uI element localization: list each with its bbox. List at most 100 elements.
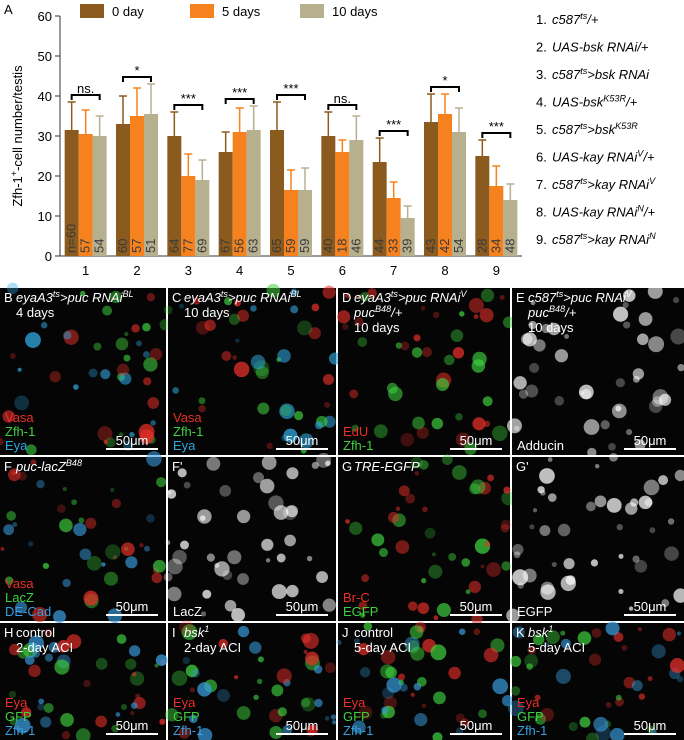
cell <box>540 581 554 595</box>
cell <box>85 517 97 529</box>
cell <box>420 305 426 311</box>
significance-bracket <box>430 86 460 92</box>
cell <box>277 349 291 363</box>
cell <box>49 371 61 383</box>
cell <box>14 395 30 411</box>
stain-label: LacZ <box>173 604 202 619</box>
cell <box>324 662 336 674</box>
n-label: 67 <box>218 239 233 253</box>
cell <box>177 468 187 478</box>
cell <box>191 668 200 678</box>
cell <box>395 540 410 554</box>
cell <box>30 459 37 466</box>
cell <box>353 638 360 645</box>
text-part: >bsk <box>587 122 616 137</box>
bar <box>181 176 196 256</box>
bar <box>218 152 233 256</box>
cell <box>545 630 560 645</box>
cell <box>468 297 484 313</box>
cell <box>206 456 221 471</box>
n-label: 65 <box>269 239 284 253</box>
cell <box>316 571 329 584</box>
cell <box>432 732 443 740</box>
cell <box>197 509 212 524</box>
cell <box>322 598 336 612</box>
superscript: ts <box>580 66 588 76</box>
cell <box>172 549 187 565</box>
cell <box>422 506 428 513</box>
cell <box>95 715 108 728</box>
cell <box>62 487 67 492</box>
cell <box>486 562 501 577</box>
cell <box>103 439 108 445</box>
image-background <box>512 457 684 621</box>
scale-label: 50μm <box>116 718 149 733</box>
cell <box>664 546 679 561</box>
cell <box>300 697 311 708</box>
cell <box>560 630 566 636</box>
cell <box>28 664 41 678</box>
significance-label: ns. <box>334 91 351 106</box>
cell <box>615 405 622 412</box>
cell <box>512 569 529 586</box>
cell <box>506 418 522 434</box>
cell <box>613 632 624 642</box>
panel-title: bsk1 <box>528 624 553 640</box>
cell <box>547 457 553 462</box>
n-label: 77 <box>180 239 195 253</box>
cell <box>413 683 422 691</box>
cell <box>367 288 377 298</box>
cell <box>492 425 508 441</box>
bar <box>298 190 312 256</box>
cell <box>605 702 612 708</box>
bar <box>475 156 490 256</box>
cell <box>204 319 216 331</box>
cell <box>361 574 370 583</box>
cell <box>534 694 541 701</box>
cell <box>283 428 298 443</box>
panel-letter: G' <box>516 459 529 474</box>
image-panel <box>338 454 516 625</box>
text-part: >puc RNAi <box>398 290 462 305</box>
cell <box>95 657 108 670</box>
cell <box>381 649 396 665</box>
text-part: /+ <box>642 150 655 165</box>
text-part: 2-day ACI <box>16 640 73 655</box>
n-label: 44 <box>372 239 387 253</box>
cell <box>522 568 537 583</box>
superscript: V <box>637 149 644 159</box>
legend-label: 5 days <box>222 4 261 19</box>
cell <box>578 384 594 400</box>
cell <box>400 341 410 351</box>
cell <box>480 564 485 569</box>
legend-label: 0 day <box>112 4 144 19</box>
cell <box>421 703 426 708</box>
cell <box>349 521 363 535</box>
cell <box>125 658 137 670</box>
superscript: K53R <box>615 121 638 131</box>
cell <box>416 426 429 439</box>
genotype-number: 3. <box>536 67 547 82</box>
text-part: >bsk RNAi <box>587 67 650 82</box>
cell <box>234 675 239 680</box>
text-part: TRE-EGFP <box>354 459 420 474</box>
cell <box>60 713 74 727</box>
n-label: 63 <box>246 239 261 253</box>
cell <box>25 332 41 348</box>
cell <box>83 590 99 606</box>
cell <box>197 682 212 697</box>
superscript: B48 <box>549 304 565 314</box>
cell <box>93 342 102 351</box>
cell <box>616 523 623 531</box>
cell <box>499 294 505 300</box>
text-part: -cell number/testis <box>10 65 25 171</box>
cell <box>648 336 665 353</box>
cell <box>448 553 457 561</box>
cell <box>647 283 663 299</box>
cell <box>8 690 17 699</box>
panel-letter: K <box>516 625 525 640</box>
cell <box>388 511 399 523</box>
stain-label: Adducin <box>517 438 564 453</box>
stain-label: Zfh-1 <box>343 723 373 738</box>
genotype-number: 8. <box>536 205 547 220</box>
